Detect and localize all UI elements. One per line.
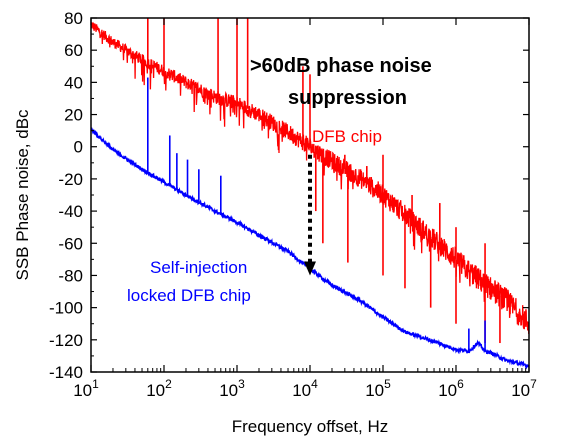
x-tick-label: 104 <box>292 377 318 400</box>
y-tick-label: 40 <box>64 73 83 92</box>
y-tick-label: -20 <box>58 170 83 189</box>
x-tick-label: 107 <box>511 377 537 400</box>
annotation-suppression-line1: >60dB phase noise <box>250 55 432 77</box>
y-axis-label: SSB Phase noise, dBc <box>13 109 32 281</box>
x-axis-label: Frequency offset, Hz <box>232 417 389 436</box>
annotation-self-injection-line1: Self-injection <box>150 258 247 277</box>
x-tick-label: 103 <box>219 377 245 400</box>
x-tick-label: 102 <box>146 377 172 400</box>
y-tick-label: 60 <box>64 41 83 60</box>
y-tick-label: 0 <box>74 138 83 157</box>
y-tick-label: -100 <box>49 299 83 318</box>
y-tick-label: -60 <box>58 234 83 253</box>
y-tick-label: -80 <box>58 266 83 285</box>
y-tick-label: 80 <box>64 9 83 28</box>
annotation-suppression-line2: suppression <box>288 87 407 109</box>
annotation-dfb-chip: DFB chip <box>312 127 382 146</box>
y-tick-label: 20 <box>64 106 83 125</box>
annotations: >60dB phase noise suppression DFB chip S… <box>127 55 432 305</box>
x-tick-label: 105 <box>365 377 391 400</box>
x-tick-label: 106 <box>438 377 464 400</box>
suppression-arrow-head <box>304 261 316 276</box>
x-tick-label: 101 <box>73 377 99 400</box>
y-tick-label: -40 <box>58 202 83 221</box>
y-tick-label: -140 <box>49 363 83 382</box>
y-tick-label: -120 <box>49 331 83 350</box>
annotation-self-injection-line2: locked DFB chip <box>127 286 251 305</box>
